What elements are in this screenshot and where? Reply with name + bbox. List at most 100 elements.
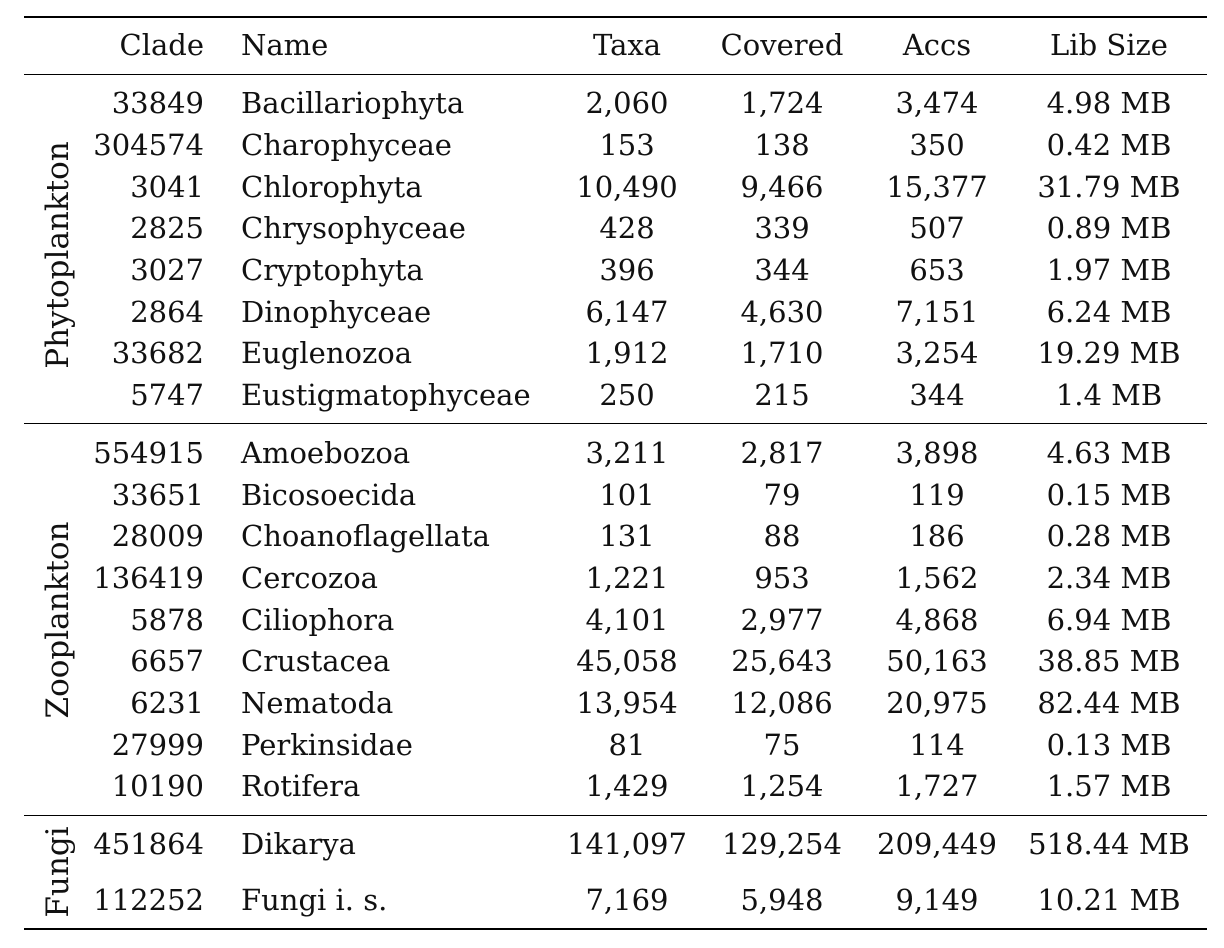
cell-taxa: 131 [599,519,655,553]
cell-covered: 5,948 [740,883,824,917]
cell-covered: 129,254 [722,827,842,861]
cell-lib-size: 6.24 MB [1046,295,1172,329]
cell-clade: 33849 [111,86,204,120]
cell-covered: 138 [754,128,810,162]
cell-lib-size: 19.29 MB [1037,336,1181,370]
cell-clade: 28009 [111,519,204,553]
cell-clade: 3041 [130,170,204,204]
cell-taxa: 81 [608,728,646,762]
cell-name: Bicosoecida [241,478,417,512]
top-rule [24,16,1207,18]
cell-clade: 112252 [93,883,204,917]
cell-lib-size: 10.21 MB [1037,883,1181,917]
cell-lib-size: 518.44 MB [1028,827,1190,861]
cell-name: Choanoflagellata [241,519,490,553]
cell-name: Cryptophyta [241,253,424,287]
cell-taxa: 7,169 [585,883,669,917]
cell-covered: 215 [754,378,810,412]
header-covered: Covered [720,28,844,62]
cell-accs: 653 [909,253,965,287]
cell-covered: 9,466 [740,170,824,204]
cell-clade: 27999 [111,728,204,762]
cell-accs: 119 [909,478,965,512]
cell-lib-size: 0.89 MB [1046,211,1172,245]
cell-lib-size: 38.85 MB [1037,644,1181,678]
cell-covered: 75 [763,728,801,762]
cell-taxa: 250 [599,378,655,412]
cell-covered: 12,086 [731,686,833,720]
cell-name: Cercozoa [241,561,378,595]
header-rule [24,74,1207,75]
cell-accs: 4,868 [895,603,979,637]
cell-covered: 953 [754,561,810,595]
header-taxa: Taxa [592,28,662,62]
cell-taxa: 1,221 [585,561,669,595]
cell-name: Charophyceae [241,128,452,162]
cell-accs: 15,377 [886,170,988,204]
cell-clade: 2864 [130,295,204,329]
header-clade: Clade [119,28,204,62]
cell-clade: 6231 [130,686,204,720]
cell-name: Nematoda [241,686,394,720]
cell-covered: 1,710 [740,336,824,370]
group-label: Fungi [40,826,76,918]
cell-accs: 114 [909,728,965,762]
cell-clade: 5747 [130,378,204,412]
cell-taxa: 101 [599,478,655,512]
cell-lib-size: 31.79 MB [1037,170,1181,204]
bottom-rule [24,928,1207,930]
cell-clade: 33651 [111,478,204,512]
cell-taxa: 428 [599,211,655,245]
cell-taxa: 10,490 [576,170,678,204]
cell-lib-size: 82.44 MB [1037,686,1181,720]
cell-taxa: 396 [599,253,655,287]
cell-covered: 2,817 [740,436,824,470]
cell-lib-size: 4.63 MB [1046,436,1172,470]
cell-name: Bacillariophyta [241,86,465,120]
cell-taxa: 4,101 [585,603,669,637]
cell-accs: 20,975 [886,686,988,720]
cell-name: Eustigmatophyceae [241,378,531,412]
cell-covered: 79 [763,478,801,512]
cell-name: Ciliophora [241,603,395,637]
cell-covered: 1,254 [740,769,824,803]
cell-covered: 339 [754,211,810,245]
cell-covered: 344 [754,253,810,287]
cell-lib-size: 4.98 MB [1046,86,1172,120]
cell-name: Euglenozoa [241,336,413,370]
cell-name: Fungi i. s. [241,883,388,917]
group-divider [24,423,1207,424]
cell-covered: 2,977 [740,603,824,637]
cell-accs: 350 [909,128,965,162]
header-accs: Accs [902,28,972,62]
cell-name: Perkinsidae [241,728,413,762]
cell-lib-size: 2.34 MB [1046,561,1172,595]
cell-lib-size: 0.13 MB [1046,728,1172,762]
group-label: Zooplankton [40,521,76,719]
cell-covered: 88 [763,519,801,553]
cell-lib-size: 6.94 MB [1046,603,1172,637]
cell-clade: 33682 [111,336,204,370]
group-divider [24,815,1207,816]
cell-taxa: 13,954 [576,686,678,720]
cell-accs: 3,254 [895,336,979,370]
cell-taxa: 6,147 [585,295,669,329]
cell-clade: 5878 [130,603,204,637]
cell-clade: 3027 [130,253,204,287]
header-lib-size: Lib Size [1050,28,1168,62]
cell-clade: 554915 [93,436,204,470]
cell-taxa: 1,912 [585,336,669,370]
cell-covered: 1,724 [740,86,824,120]
cell-lib-size: 0.42 MB [1046,128,1172,162]
cell-taxa: 3,211 [585,436,669,470]
cell-lib-size: 0.15 MB [1046,478,1172,512]
cell-accs: 3,474 [895,86,979,120]
cell-taxa: 1,429 [585,769,669,803]
header-name: Name [241,28,329,62]
cell-name: Dikarya [241,827,356,861]
cell-accs: 507 [909,211,965,245]
cell-taxa: 2,060 [585,86,669,120]
cell-name: Amoebozoa [241,436,411,470]
cell-lib-size: 0.28 MB [1046,519,1172,553]
cell-name: Chlorophyta [241,170,423,204]
